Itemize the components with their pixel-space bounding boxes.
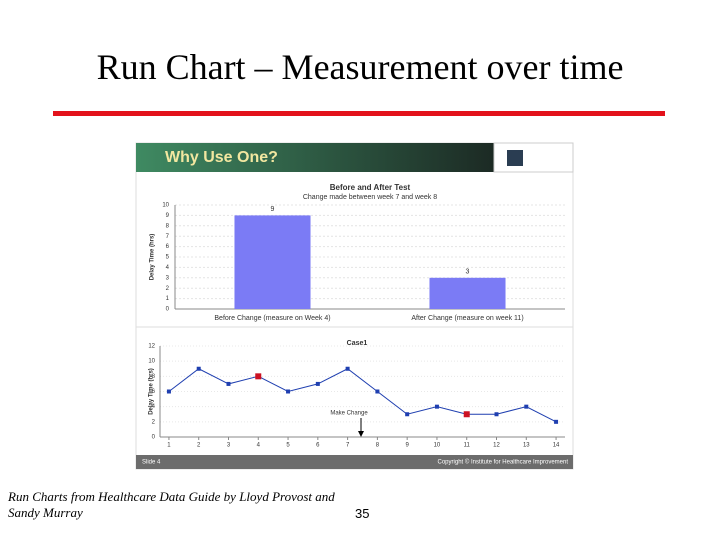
- x-tick-label: 9: [405, 443, 409, 449]
- page-number: 35: [355, 506, 370, 521]
- annotation: Make Change: [330, 411, 368, 417]
- y-tick-label: 9: [166, 213, 170, 219]
- footer-note: Run Charts from Healthcare Data Guide by…: [8, 489, 335, 520]
- slide-title: Run Chart – Measurement over time: [96, 47, 624, 87]
- y-tick-label: 12: [148, 344, 155, 350]
- x-tick-label: 13: [523, 443, 530, 449]
- banner-bar: [136, 143, 494, 172]
- point: [463, 411, 470, 418]
- point: [375, 389, 380, 394]
- x-tick-label: 7: [346, 443, 350, 449]
- point: [434, 404, 439, 409]
- x-tick-label: 6: [316, 443, 320, 449]
- x-tick-label: 10: [434, 443, 441, 449]
- chart-title: Case1: [347, 340, 368, 347]
- y-tick-label: 3: [166, 275, 170, 281]
- y-tick-label: 4: [166, 265, 170, 271]
- y-tick-label: 0: [152, 435, 156, 441]
- bar: [234, 215, 311, 309]
- x-tick-label: 8: [376, 443, 380, 449]
- copyright: Copyright © Institute for Healthcare Imp…: [438, 459, 569, 466]
- y-tick-label: 10: [162, 203, 169, 209]
- point: [345, 366, 350, 371]
- title-rule: [53, 111, 665, 116]
- y-tick-label: 10: [148, 359, 155, 365]
- point: [286, 389, 291, 394]
- x-tick-label: 11: [464, 443, 471, 449]
- y-axis-label: Delay Time (hrs): [150, 234, 156, 281]
- point: [494, 412, 499, 417]
- x-tick-label: 4: [257, 443, 261, 449]
- y-tick-label: 0: [166, 307, 170, 313]
- y-tick-label: 8: [152, 374, 156, 380]
- slide-label: Slide 4: [142, 460, 161, 466]
- y-tick-label: 1: [166, 296, 170, 302]
- x-tick-label: 1: [167, 443, 171, 449]
- point: [196, 366, 201, 371]
- value-label: 9: [271, 206, 275, 213]
- point: [315, 381, 320, 386]
- x-tick-label: 2: [197, 443, 201, 449]
- banner-text: Why Use One?: [165, 149, 278, 166]
- x-tick-label: 12: [493, 443, 500, 449]
- x-tick-label: 3: [227, 443, 231, 449]
- y-tick-label: 5: [166, 255, 170, 261]
- x-tick-label: After Change (measure on week 11): [411, 315, 523, 322]
- y-tick-label: 8: [166, 223, 170, 229]
- y-tick-label: 6: [166, 244, 170, 250]
- footer-bar: [136, 455, 573, 469]
- x-tick-label: Before Change (measure on Week 4): [214, 315, 330, 322]
- logo-mark: [507, 150, 523, 166]
- y-axis-label: Delay Time (hrs): [149, 368, 155, 415]
- point: [226, 381, 231, 386]
- logo-box: [493, 142, 574, 173]
- point: [524, 404, 529, 409]
- annotation-arrowhead: [358, 431, 365, 437]
- y-tick-label: 7: [166, 234, 170, 240]
- run-line: [168, 368, 557, 423]
- y-tick-label: 2: [152, 419, 156, 425]
- point: [405, 412, 410, 417]
- x-tick-label: 5: [286, 443, 290, 449]
- y-tick-label: 6: [152, 389, 156, 395]
- point: [255, 373, 262, 380]
- y-tick-label: 2: [166, 286, 170, 292]
- chart-title: Before and After Test: [330, 183, 411, 192]
- point: [166, 389, 171, 394]
- bar: [429, 277, 506, 309]
- chart-subtitle: Change made between week 7 and week 8: [303, 194, 437, 201]
- value-label: 3: [466, 269, 470, 276]
- y-tick-label: 4: [152, 404, 156, 410]
- point: [554, 419, 559, 424]
- x-tick-label: 14: [553, 443, 560, 449]
